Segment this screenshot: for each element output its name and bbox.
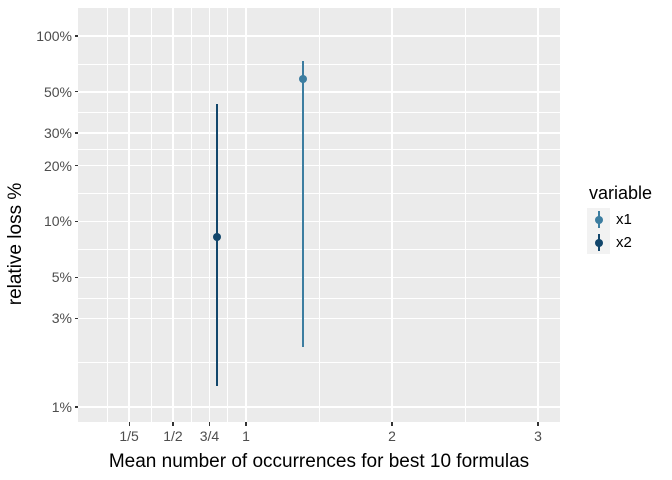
y-tick-label: 10% (43, 213, 72, 230)
errorbar-x2 (215, 103, 218, 386)
y-axis-tick (74, 91, 78, 93)
y-tick-label: 3% (51, 310, 72, 327)
x-axis-title: Mean number of occurrences for best 10 f… (108, 451, 530, 472)
y-axis-tick (74, 276, 78, 278)
gridline-minor-horizontal (78, 249, 560, 250)
y-axis-tick (74, 406, 78, 408)
gridline-minor-horizontal (78, 112, 560, 113)
gridline-minor-horizontal (78, 148, 560, 150)
y-tick-label: 1% (51, 398, 72, 415)
y-tick-label: 30% (43, 124, 72, 141)
x-axis-tick (172, 422, 174, 426)
x-tick-label: 1 (242, 428, 250, 444)
x-tick-label: 1/5 (119, 428, 139, 444)
gridline-major-vertical (391, 8, 393, 422)
data-point-x2 (212, 233, 221, 242)
y-axis-tick (74, 165, 78, 167)
y-tick-label: 100% (36, 28, 72, 44)
errorbar-x1 (301, 61, 304, 348)
legend-label: x1 (616, 211, 632, 228)
plot-panel (78, 8, 560, 422)
legend-point-icon (594, 238, 603, 247)
gridline-minor-vertical (150, 8, 152, 422)
gridline-minor-horizontal (78, 362, 560, 364)
y-tick-label: 5% (51, 269, 72, 286)
y-axis-tick (74, 220, 78, 223)
gridline-minor-vertical (190, 8, 192, 422)
gridline-major-horizontal (78, 132, 560, 134)
gridline-major-horizontal (78, 35, 560, 37)
legend-key-x1 (587, 208, 610, 231)
gridline-minor-vertical (464, 8, 466, 422)
x-axis-tick (128, 422, 130, 426)
gridline-major-horizontal (78, 276, 560, 279)
gridline-major-vertical (128, 8, 130, 422)
x-axis-tick (391, 422, 393, 426)
gridline-minor-vertical (227, 8, 229, 422)
gridline-major-horizontal (78, 406, 560, 408)
gridline-minor-horizontal (78, 63, 560, 65)
legend-key-x2 (587, 231, 610, 254)
gridline-major-horizontal (78, 317, 560, 320)
x-tick-label: 3 (534, 428, 542, 444)
gridline-major-horizontal (78, 220, 560, 223)
x-axis-tick (245, 422, 247, 426)
legend-title: variable (589, 183, 653, 203)
gridline-minor-horizontal (78, 297, 560, 299)
legend-entries: x1 x2 (587, 208, 652, 254)
gridline-minor-vertical (106, 8, 108, 422)
x-tick-label: 1/2 (163, 428, 183, 444)
y-axis-title: relative loss % (5, 182, 26, 306)
gridline-major-vertical (208, 8, 211, 422)
y-axis-tick (74, 35, 78, 37)
gridline-minor-horizontal (78, 193, 560, 195)
gridline-major-vertical (537, 8, 539, 422)
legend: variable x1 x2 (587, 182, 652, 254)
legend-entry-x1: x1 (587, 208, 652, 231)
x-tick-label: 3/4 (199, 428, 220, 444)
data-point-x1 (298, 74, 307, 83)
gridline-minor-vertical (318, 8, 320, 422)
legend-entry-x2: x2 (587, 231, 652, 254)
x-axis-tick (208, 422, 211, 426)
x-axis-tick (537, 422, 539, 426)
gridline-major-horizontal (78, 164, 560, 167)
legend-point-icon (594, 215, 603, 224)
y-tick-label: 50% (43, 83, 72, 100)
y-axis-tick (74, 317, 78, 320)
y-axis-tick (74, 132, 78, 134)
gridline-major-horizontal (78, 91, 560, 93)
gridline-major-vertical (172, 8, 174, 422)
legend-label: x2 (616, 234, 632, 251)
y-tick-label: 20% (43, 157, 72, 174)
x-tick-label: 2 (388, 428, 396, 444)
gridline-major-vertical (245, 8, 247, 422)
